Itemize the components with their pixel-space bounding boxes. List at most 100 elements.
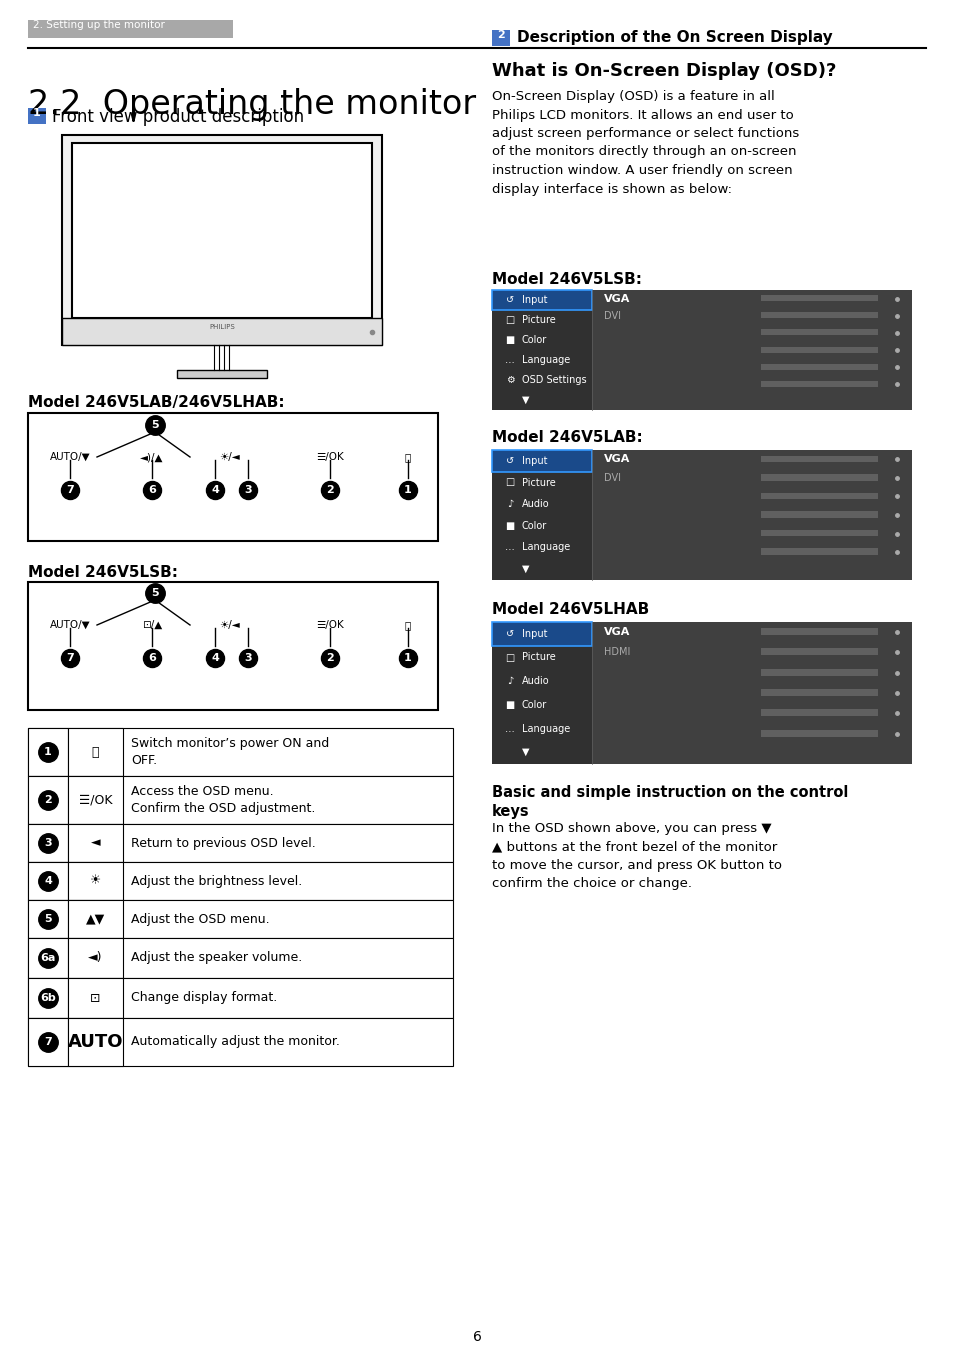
- Text: Input: Input: [521, 628, 547, 639]
- Bar: [28, 728, 453, 776]
- Bar: [177, 370, 267, 378]
- Text: 7: 7: [66, 653, 73, 663]
- Text: 5: 5: [151, 588, 158, 598]
- Text: Model 246V5LHAB: Model 246V5LHAB: [492, 603, 649, 617]
- Text: 1: 1: [33, 108, 41, 118]
- Bar: [492, 290, 592, 310]
- Text: ↺: ↺: [505, 295, 514, 305]
- Text: VGA: VGA: [603, 455, 630, 464]
- Bar: [68, 728, 123, 776]
- Bar: [68, 900, 123, 938]
- Text: 2: 2: [326, 653, 334, 663]
- Text: Picture: Picture: [521, 653, 556, 662]
- Text: Switch monitor’s power ON and
OFF.: Switch monitor’s power ON and OFF.: [131, 737, 329, 766]
- Bar: [760, 689, 878, 696]
- Text: Change display format.: Change display format.: [131, 991, 277, 1005]
- Text: ▲▼: ▲▼: [86, 913, 105, 926]
- Bar: [68, 1018, 123, 1066]
- Text: ☰/OK: ☰/OK: [315, 452, 343, 462]
- Text: 4: 4: [44, 876, 51, 886]
- Text: 1: 1: [404, 653, 412, 663]
- Text: 6b: 6b: [40, 992, 56, 1003]
- Text: 7: 7: [44, 1037, 51, 1047]
- Text: …: …: [504, 723, 515, 734]
- Bar: [68, 978, 123, 1018]
- Bar: [760, 313, 878, 318]
- Text: 1: 1: [404, 485, 412, 496]
- Bar: [28, 728, 68, 776]
- Text: □: □: [505, 478, 514, 487]
- Text: Color: Color: [521, 334, 547, 345]
- Bar: [492, 621, 592, 764]
- Text: ↺: ↺: [505, 628, 514, 639]
- Text: ◄: ◄: [91, 837, 100, 849]
- Text: Adjust the OSD menu.: Adjust the OSD menu.: [131, 913, 270, 926]
- Text: Color: Color: [521, 700, 547, 709]
- Bar: [62, 135, 381, 345]
- Text: Basic and simple instruction on the control
keys: Basic and simple instruction on the cont…: [492, 785, 847, 819]
- Text: ⊡: ⊡: [91, 991, 101, 1005]
- Bar: [760, 730, 878, 737]
- Text: 4: 4: [211, 485, 218, 496]
- Text: 3: 3: [244, 485, 252, 496]
- Bar: [28, 108, 46, 125]
- Text: ☀: ☀: [90, 875, 101, 887]
- Text: ◄): ◄): [89, 952, 103, 964]
- Text: …: …: [504, 355, 515, 366]
- Bar: [28, 900, 68, 938]
- Bar: [28, 1018, 68, 1066]
- Bar: [28, 1018, 453, 1066]
- Bar: [28, 862, 453, 900]
- Bar: [760, 364, 878, 370]
- Bar: [760, 493, 878, 500]
- Text: ↺: ↺: [505, 456, 514, 466]
- Text: ⏻: ⏻: [404, 452, 411, 462]
- Bar: [492, 450, 911, 580]
- Text: DVI: DVI: [603, 473, 620, 483]
- Text: ◄)/▲: ◄)/▲: [140, 452, 164, 462]
- Bar: [492, 450, 592, 471]
- Bar: [71, 144, 372, 318]
- Bar: [28, 776, 453, 825]
- Text: Automatically adjust the monitor.: Automatically adjust the monitor.: [131, 1036, 339, 1048]
- Text: 3: 3: [244, 653, 252, 663]
- Text: □: □: [505, 653, 514, 662]
- Text: 6: 6: [148, 485, 155, 496]
- Bar: [760, 455, 878, 462]
- Text: Model 246V5LSB:: Model 246V5LSB:: [492, 272, 641, 287]
- Text: Picture: Picture: [521, 315, 556, 325]
- Text: 2: 2: [497, 30, 504, 41]
- Bar: [760, 512, 878, 517]
- Bar: [492, 290, 592, 410]
- Text: ⚙: ⚙: [505, 375, 514, 385]
- Bar: [760, 380, 878, 387]
- Bar: [492, 290, 911, 410]
- Text: Picture: Picture: [521, 478, 556, 487]
- Text: ■: ■: [505, 700, 514, 709]
- Text: 6a: 6a: [40, 953, 55, 963]
- Text: ■: ■: [505, 334, 514, 345]
- Bar: [28, 582, 437, 709]
- Text: HDMI: HDMI: [603, 647, 630, 658]
- Bar: [492, 621, 592, 646]
- Text: Description of the On Screen Display: Description of the On Screen Display: [517, 30, 832, 45]
- Text: 4: 4: [211, 653, 218, 663]
- Text: Model 246V5LAB/246V5LHAB:: Model 246V5LAB/246V5LHAB:: [28, 395, 284, 410]
- Text: ☀/◄: ☀/◄: [219, 452, 240, 462]
- Text: 7: 7: [66, 485, 73, 496]
- Text: PHILIPS: PHILIPS: [209, 324, 234, 330]
- Text: Model 246V5LAB:: Model 246V5LAB:: [492, 431, 642, 445]
- Bar: [760, 628, 878, 635]
- Bar: [28, 825, 453, 862]
- Bar: [68, 938, 123, 978]
- Bar: [28, 862, 68, 900]
- Bar: [68, 825, 123, 862]
- Bar: [760, 529, 878, 536]
- Text: ♪: ♪: [506, 500, 513, 509]
- Text: □: □: [505, 315, 514, 325]
- Text: Adjust the brightness level.: Adjust the brightness level.: [131, 875, 302, 887]
- Text: …: …: [504, 543, 515, 552]
- Text: 5: 5: [44, 914, 51, 923]
- Text: AUTO: AUTO: [68, 1033, 123, 1051]
- Bar: [760, 669, 878, 676]
